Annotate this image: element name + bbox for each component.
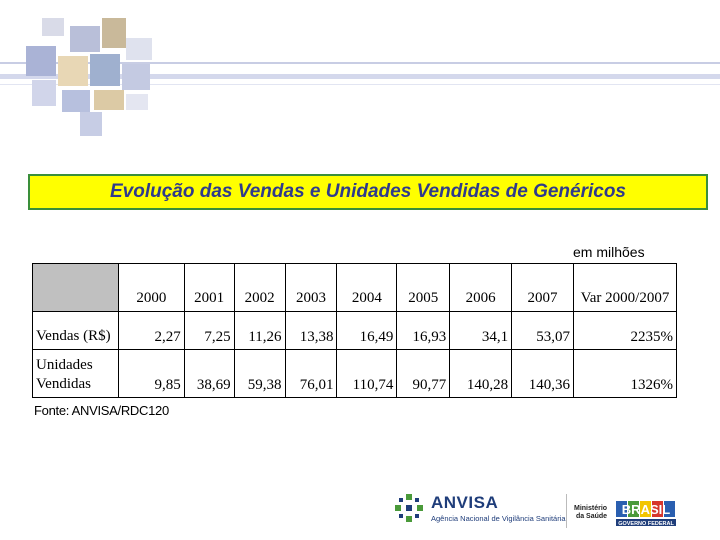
column-header: 2007	[511, 262, 574, 313]
svg-text:BRASIL: BRASIL	[622, 502, 670, 517]
table-corner-cell	[32, 262, 119, 313]
header-decoration-lines	[0, 56, 720, 86]
table-cell: 140,28	[449, 348, 513, 399]
table-cell: 2235%	[572, 311, 678, 350]
table-cell: 59,38	[233, 348, 286, 399]
table-cell: 76,01	[284, 348, 338, 399]
table-cell: 2,27	[117, 311, 185, 350]
svg-text:GOVERNO FEDERAL: GOVERNO FEDERAL	[618, 521, 674, 527]
row-label: Unidades Vendidas	[32, 348, 119, 399]
table-cell: 13,38	[284, 311, 338, 350]
column-header: 2000	[117, 262, 185, 313]
table-cell: 110,74	[336, 348, 398, 399]
brasil-governo-federal-logo: BRASIL GOVERNO FEDERAL	[616, 501, 676, 527]
table-cell: 9,85	[117, 348, 185, 399]
table-cell: 16,93	[396, 311, 451, 350]
table-cell: 90,77	[396, 348, 451, 399]
anvisa-name: ANVISA	[431, 493, 499, 512]
column-header: 2005	[396, 262, 451, 313]
table-cell: 1326%	[572, 348, 678, 399]
table-cell: 7,25	[183, 311, 235, 350]
title-banner: Evolução das Vendas e Unidades Vendidas …	[28, 174, 708, 210]
table-cell: 16,49	[336, 311, 398, 350]
table-cell: 34,1	[449, 311, 513, 350]
page-title: Evolução das Vendas e Unidades Vendidas …	[110, 181, 626, 202]
column-header: 2003	[284, 262, 338, 313]
column-header: 2002	[233, 262, 286, 313]
header-photo-mosaic	[22, 18, 157, 138]
anvisa-subtitle: Agência Nacional de Vigilância Sanitária	[431, 514, 566, 523]
table-row: Unidades Vendidas 9,85 38,69 59,38 76,01…	[32, 348, 678, 399]
table-cell: 140,36	[511, 348, 574, 399]
source-note: Fonte: ANVISA/RDC120	[34, 403, 169, 418]
anvisa-cross-icon	[395, 494, 423, 522]
column-header: 2004	[336, 262, 398, 313]
anvisa-logo: ANVISA Agência Nacional de Vigilância Sa…	[393, 492, 571, 528]
table-cell: 38,69	[183, 348, 235, 399]
table-header-row: 2000 2001 2002 2003 2004 2005 2006 2007 …	[32, 262, 678, 313]
unit-note: em milhões	[573, 244, 645, 260]
table-cell: 11,26	[233, 311, 286, 350]
table-cell: 53,07	[511, 311, 574, 350]
row-label: Vendas (R$)	[32, 311, 119, 350]
column-header: 2001	[183, 262, 235, 313]
column-header: 2006	[449, 262, 513, 313]
table-row: Vendas (R$) 2,27 7,25 11,26 13,38 16,49 …	[32, 311, 678, 350]
column-header: Var 2000/2007	[572, 262, 678, 313]
ministerio-label: Ministério da Saúde	[574, 505, 608, 520]
sales-table: 2000 2001 2002 2003 2004 2005 2006 2007 …	[32, 262, 678, 399]
footer-divider	[566, 494, 567, 528]
